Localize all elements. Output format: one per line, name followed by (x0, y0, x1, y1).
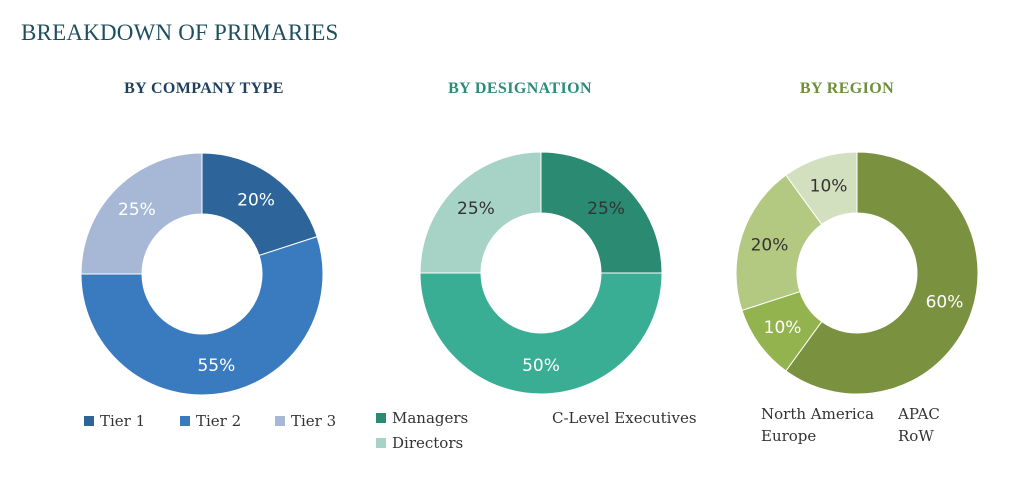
slice-label-2-2: 20% (751, 236, 789, 256)
donut-slice-0-1 (80, 235, 324, 396)
slice-label-2-3: 10% (810, 177, 848, 197)
donut-slice-0-2 (80, 152, 203, 275)
slice-label-1-2: 25% (457, 199, 495, 219)
donut-slice-1-1 (419, 272, 663, 395)
legend-item-managers: Managers (376, 409, 468, 427)
legend-item-c-level-executives: C-Level Executives (552, 409, 697, 427)
legend-swatch (84, 416, 94, 426)
legend-item-row: RoW (898, 427, 934, 445)
legend-swatch (376, 413, 386, 423)
legend-label: Tier 2 (196, 412, 242, 430)
chart-title-region: BY REGION (799, 80, 895, 97)
slice-label-1-0: 25% (587, 199, 625, 219)
legend-label: RoW (898, 427, 934, 445)
legend-label: Europe (761, 427, 817, 445)
legend-label: Tier 1 (100, 412, 146, 430)
chart-title-designation: BY DESIGNATION (448, 80, 592, 97)
legend-item-tier-3: Tier 3 (275, 412, 336, 430)
donut-slice-2-3 (785, 151, 858, 226)
slice-label-0-0: 20% (237, 191, 275, 211)
legend-item-directors: Directors (376, 434, 463, 452)
page-title: BREAKDOWN OF PRIMARIES (21, 20, 339, 45)
slice-label-1-1: 50% (522, 356, 560, 376)
donut-slice-0-0 (201, 152, 318, 257)
legend-swatch (376, 438, 386, 448)
slice-label-2-1: 10% (764, 318, 802, 338)
donut-slice-1-0 (540, 151, 663, 274)
legend-label: North America (761, 405, 875, 423)
chart-title-company-type: BY COMPANY TYPE (124, 80, 284, 97)
donut-slice-2-2 (735, 174, 823, 312)
legend-item-tier-1: Tier 1 (84, 412, 145, 430)
legend-swatch (275, 416, 285, 426)
slice-label-2-0: 60% (926, 292, 964, 312)
legend-label: Managers (392, 409, 469, 427)
legend-item-europe: Europe (761, 427, 816, 445)
slice-label-0-2: 25% (118, 200, 156, 220)
legend-label: Directors (392, 434, 464, 452)
legend-swatch (180, 416, 190, 426)
slice-label-0-1: 55% (197, 356, 235, 376)
legend-label: APAC (898, 405, 940, 423)
legend-item-apac: APAC (898, 405, 940, 423)
legend-item-north-america: North America (761, 405, 874, 423)
legend-label: Tier 3 (291, 412, 337, 430)
donut-slice-1-2 (419, 151, 542, 274)
legend-label: C-Level Executives (552, 409, 697, 427)
donut-slice-2-0 (785, 151, 979, 395)
legend-item-tier-2: Tier 2 (180, 412, 241, 430)
